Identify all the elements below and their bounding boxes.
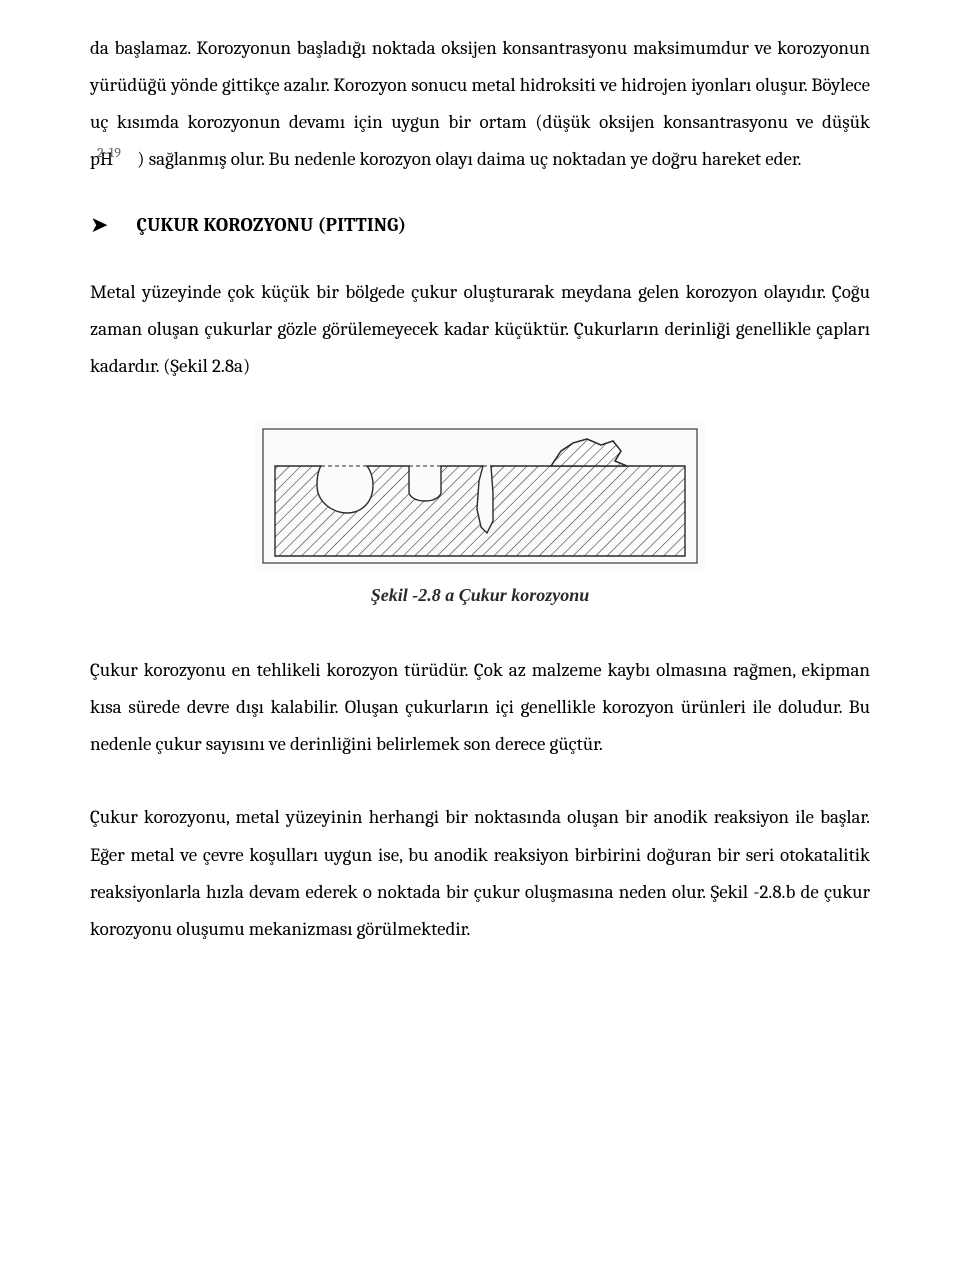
figure-2-8a: Şekil -2.8 a Çukur korozyonu	[90, 421, 870, 634]
debris-chunk	[551, 439, 627, 466]
figure-caption: Şekil -2.8 a Çukur korozyonu	[371, 585, 590, 606]
paragraph-2: Metal yüzeyinde çok küçük bir bölgede çu…	[90, 274, 870, 385]
bullet-arrow-icon: ➤	[90, 214, 108, 236]
paragraph-4: Çukur korozyonu, metal yüzeyinin herhang…	[90, 799, 870, 947]
figure-illustration	[255, 421, 705, 571]
paragraph-3: Çukur korozyonu en tehlikeli korozyon tü…	[90, 652, 870, 763]
section-heading: ➤ ÇUKUR KOROZYONU (PITTING)	[90, 214, 870, 236]
para1-after: ) sağlanmış olur. Bu nedenle korozyon ol…	[137, 148, 801, 170]
pitting-corrosion-svg	[255, 421, 705, 571]
section-title: ÇUKUR KOROZYONU (PITTING)	[136, 214, 406, 236]
ph-with-pagenum: pH2-19	[90, 148, 137, 170]
page: da başlamaz. Korozyonun başladığı noktad…	[0, 0, 960, 1272]
figure-caption-text: Çukur korozyonu	[459, 585, 590, 605]
metal-hatch	[255, 421, 705, 571]
page-number-inline: 2-19	[97, 144, 121, 161]
figure-caption-label: Şekil -2.8 a	[371, 585, 455, 605]
paragraph-1: da başlamaz. Korozyonun başladığı noktad…	[90, 30, 870, 178]
para1-before: da başlamaz. Korozyonun başladığı noktad…	[90, 37, 870, 133]
